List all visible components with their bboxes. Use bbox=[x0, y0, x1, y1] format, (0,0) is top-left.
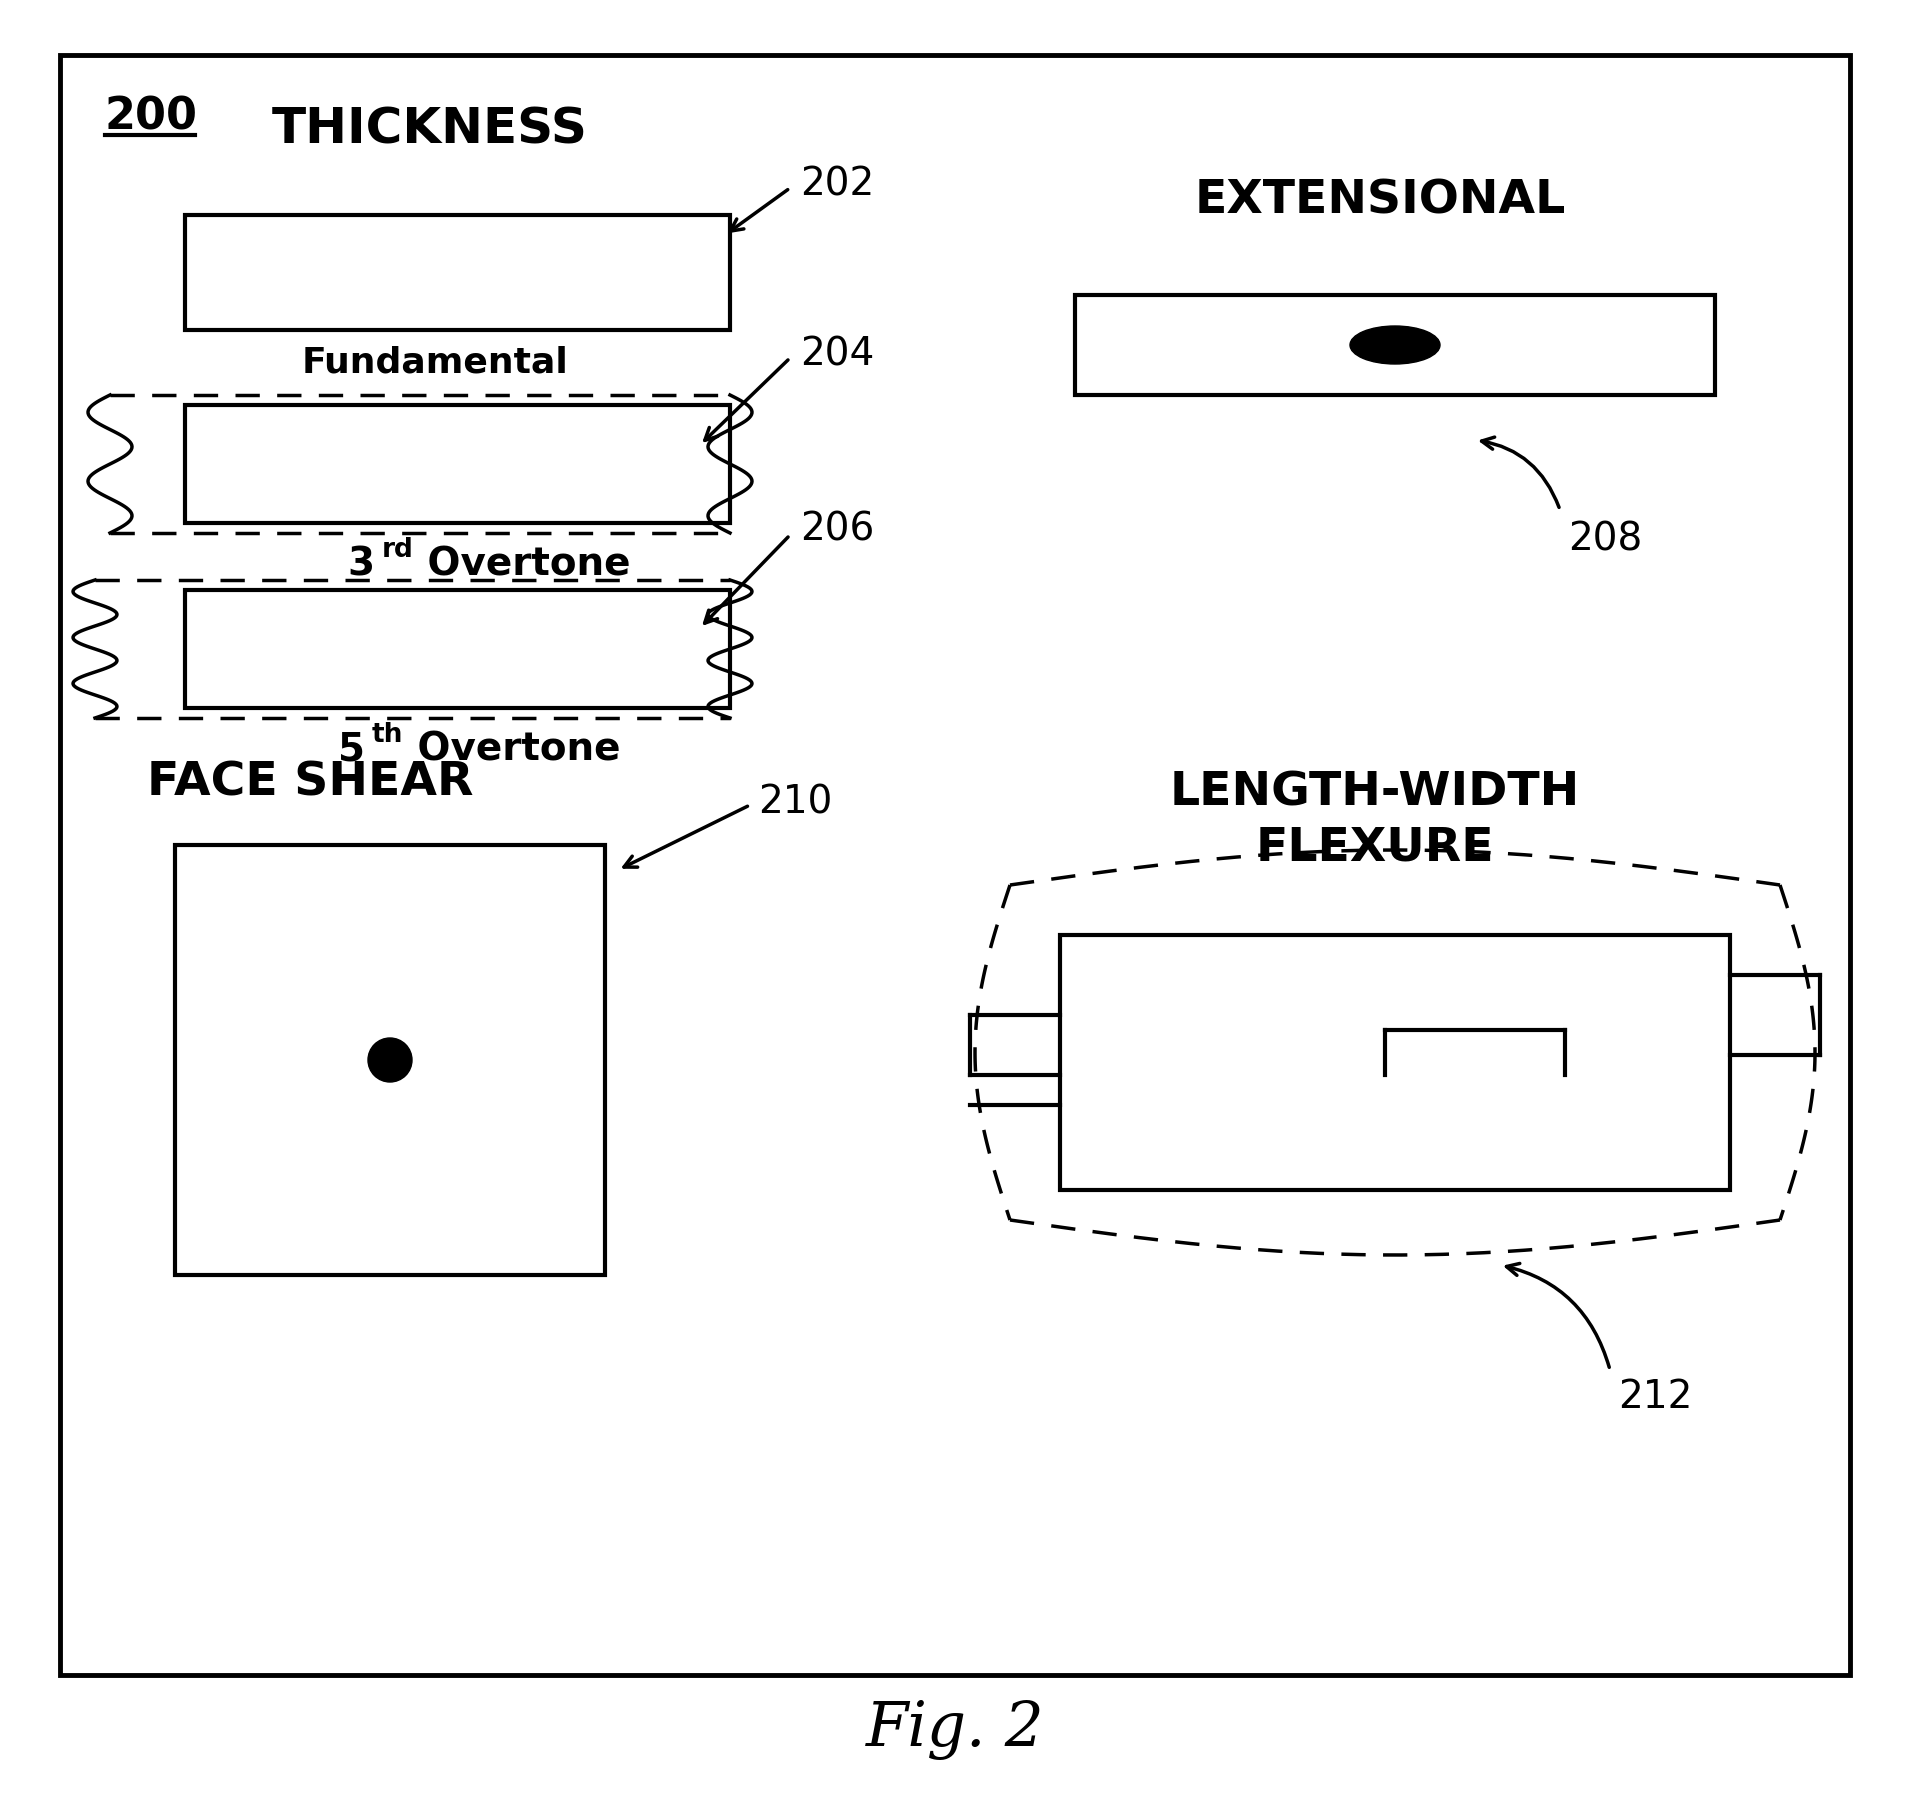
Text: 208: 208 bbox=[1569, 519, 1642, 557]
Text: 204: 204 bbox=[801, 335, 873, 373]
Text: THICKNESS: THICKNESS bbox=[271, 105, 589, 154]
Text: 210: 210 bbox=[759, 784, 833, 822]
Bar bbox=[59, 54, 1850, 1674]
Bar bbox=[1076, 295, 1714, 395]
Text: Overtone: Overtone bbox=[415, 545, 631, 583]
Text: 206: 206 bbox=[801, 510, 875, 548]
Circle shape bbox=[369, 1037, 413, 1082]
Text: 200: 200 bbox=[105, 94, 199, 138]
Text: FACE SHEAR: FACE SHEAR bbox=[147, 760, 474, 805]
Text: 3: 3 bbox=[348, 545, 375, 583]
Text: Overtone: Overtone bbox=[403, 729, 621, 767]
Bar bbox=[1061, 936, 1729, 1189]
Text: EXTENSIONAL: EXTENSIONAL bbox=[1194, 177, 1565, 223]
Text: 212: 212 bbox=[1619, 1377, 1693, 1415]
Bar bbox=[185, 405, 730, 523]
Bar bbox=[185, 215, 730, 329]
Text: Fig. 2: Fig. 2 bbox=[866, 1700, 1043, 1759]
Text: LENGTH-WIDTH: LENGTH-WIDTH bbox=[1170, 769, 1580, 814]
Text: FLEXURE: FLEXURE bbox=[1256, 825, 1494, 871]
Text: 5: 5 bbox=[338, 729, 365, 767]
Text: rd: rd bbox=[382, 538, 415, 563]
Text: th: th bbox=[373, 722, 403, 748]
Bar bbox=[176, 845, 606, 1274]
Bar bbox=[1040, 281, 1750, 411]
Text: 202: 202 bbox=[801, 165, 873, 203]
Text: Fundamental: Fundamental bbox=[302, 346, 568, 378]
Ellipse shape bbox=[1349, 326, 1441, 364]
Bar bbox=[185, 590, 730, 708]
